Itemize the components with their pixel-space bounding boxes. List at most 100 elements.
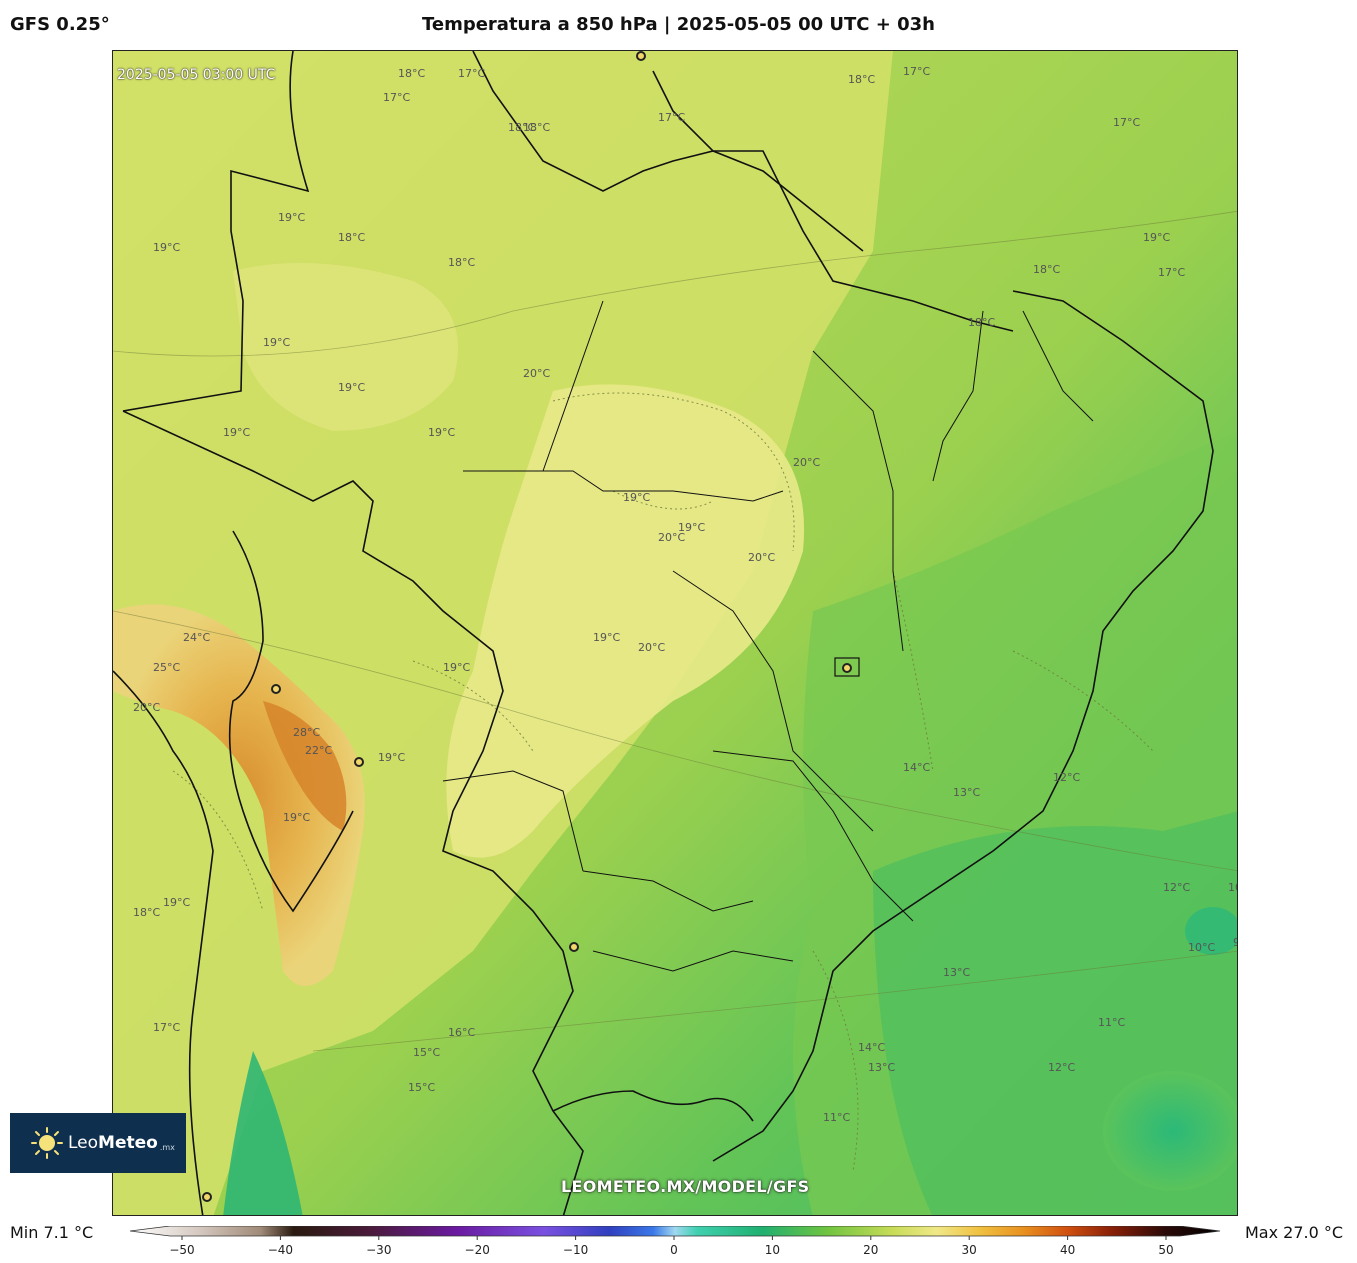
isotherm-label: 19°C: [443, 661, 470, 674]
isotherm-label: 24°C: [183, 631, 210, 644]
isotherm-label: 19°C: [1143, 231, 1170, 244]
isotherm-label: 19°C: [223, 426, 250, 439]
isotherm-label: 15°C: [408, 1081, 435, 1094]
isotherm-label: 28°C: [293, 726, 320, 739]
logo-tld: .mx: [159, 1142, 175, 1152]
central-warm-region: [446, 384, 805, 858]
state-border-pr: [582, 870, 754, 912]
isotherm-label: 19°C: [153, 241, 180, 254]
sun-icon: [31, 1127, 63, 1159]
watermark-url: LEOMETEO.MX/MODEL/GFS: [561, 1177, 810, 1196]
isotherm-label: 17°C: [903, 65, 930, 78]
colorbar-max-label: Max 27.0 °C: [1245, 1223, 1344, 1242]
city-marker-south: [202, 1192, 212, 1202]
colorbar-tick-label: 40: [1060, 1243, 1075, 1257]
isotherm-label: 19°C: [623, 491, 650, 504]
isotherm-label: 20°C: [523, 367, 550, 380]
state-border-pa: [542, 300, 604, 472]
colorbar-tick-label: −30: [366, 1243, 391, 1257]
isotherm-label: 19°C: [283, 811, 310, 824]
isotherm-label: 18°C: [338, 231, 365, 244]
isotherm-label: 18°C: [448, 256, 475, 269]
western-border: [122, 410, 584, 1215]
bolivia-hot-region: [113, 604, 365, 986]
northeast-coast: [712, 290, 1214, 1162]
state-border-sc: [592, 950, 794, 972]
isotherm-label: 19°C: [428, 426, 455, 439]
state-border-pi: [932, 310, 984, 482]
colorbar-tick-label: 0: [670, 1243, 678, 1257]
andes-cold-region: [223, 1051, 303, 1215]
isotherm-label: 10°C: [1188, 941, 1215, 954]
isotherm-label: 14°C: [903, 761, 930, 774]
cold-pool-east: [1103, 1071, 1237, 1191]
colorbar-gradient: [130, 1226, 1221, 1237]
colorbar-min-label: Min 7.1 °C: [10, 1223, 94, 1242]
isotherm-label: 18°C: [968, 316, 995, 329]
isotherm-label: 18°C: [398, 67, 425, 80]
isotherm-label: 20°C: [748, 551, 775, 564]
colorbar-tick-label: −40: [268, 1243, 293, 1257]
isotherm-label: 17°C: [1113, 116, 1140, 129]
colorbar-tick-label: −50: [169, 1243, 194, 1257]
isotherm-label: 19°C: [378, 751, 405, 764]
colorbar-tick-label: 20: [863, 1243, 878, 1257]
state-border-ba: [812, 350, 904, 652]
isotherm-label: 18°C: [523, 121, 550, 134]
state-border-mt: [463, 470, 784, 502]
colorbar-tick-label: 30: [962, 1243, 977, 1257]
isotherm-label: 17°C: [658, 111, 685, 124]
isotherm-label: 12°C: [1163, 881, 1190, 894]
isotherm-label: 13°C: [868, 1061, 895, 1074]
isotherm-label: 13°C: [943, 966, 970, 979]
temperature-map[interactable]: 18°C 17°C 17°C 18°C 17°C 18°C 17°C 17°C 18°C 19°C…: [112, 50, 1238, 1216]
city-marker-cuiaba: [569, 942, 579, 952]
isotherm-label: 13°C: [953, 786, 980, 799]
isotherm-label: 17°C: [383, 91, 410, 104]
isotherm-label: 9°C: [1233, 936, 1238, 949]
isotherm-label: 22°C: [305, 744, 332, 757]
isotherm-label: 18°C: [133, 906, 160, 919]
isotherm-label: 25°C: [153, 661, 180, 674]
colorbar-tick-label: −20: [465, 1243, 490, 1257]
colorbar-ticks: −50 −40 −30 −20 −10 0 10 20 30 40 50: [169, 1236, 1174, 1257]
uruguay-border: [552, 1090, 754, 1122]
colorbar-tick-label: −10: [563, 1243, 588, 1257]
north-border: [472, 51, 864, 252]
federal-district-outline: [834, 657, 860, 677]
isotherm-label: 17°C: [1158, 266, 1185, 279]
colorbar-tick-label: 10: [765, 1243, 780, 1257]
isotherm-label: 20°C: [658, 531, 685, 544]
isotherm-label: 14°C: [858, 1041, 885, 1054]
leometeo-logo[interactable]: LeoMeteo .mx: [10, 1113, 186, 1173]
isotherm-label: 18°C: [508, 121, 535, 134]
isotherm-label: 11°C: [823, 1111, 850, 1124]
isotherm-label: 12°C: [1053, 771, 1080, 784]
city-marker-brasilia: [842, 663, 852, 673]
cold-pool-coast: [1185, 907, 1237, 955]
isotherm-label: 19°C: [278, 211, 305, 224]
temperature-colorbar: −50 −40 −30 −20 −10 0 10 20 30 40 50: [130, 1226, 1221, 1257]
colorbar-tick-label: 50: [1158, 1243, 1173, 1257]
city-marker-sucre: [354, 757, 364, 767]
isotherm-label: 20°C: [133, 701, 160, 714]
isotherm-label: 10°C: [1228, 881, 1238, 894]
andes-coast: [113, 670, 214, 1215]
isotherm-label: 20°C: [793, 456, 820, 469]
model-name: GFS 0.25°: [10, 14, 110, 35]
isotherm-label: 17°C: [153, 1021, 180, 1034]
isotherm-label: 17°C: [458, 67, 485, 80]
city-marker-north: [636, 51, 646, 61]
state-border-mg: [712, 750, 914, 922]
venezuela-guyana-border: [122, 51, 310, 412]
isotherm-label: 19°C: [163, 896, 190, 909]
bolivia-core: [263, 701, 347, 831]
isotherm-label: 11°C: [1098, 1016, 1125, 1029]
isotherm-label: 15°C: [413, 1046, 440, 1059]
isotherm-label: 18°C: [1033, 263, 1060, 276]
state-border-ms: [442, 770, 584, 872]
valid-time-stamp: 2025-05-05 03:00 UTC: [117, 67, 276, 83]
bolivia-border: [228, 530, 354, 913]
isotherm-label: 12°C: [1048, 1061, 1075, 1074]
logo-wordmark: LeoMeteo: [68, 1133, 158, 1153]
